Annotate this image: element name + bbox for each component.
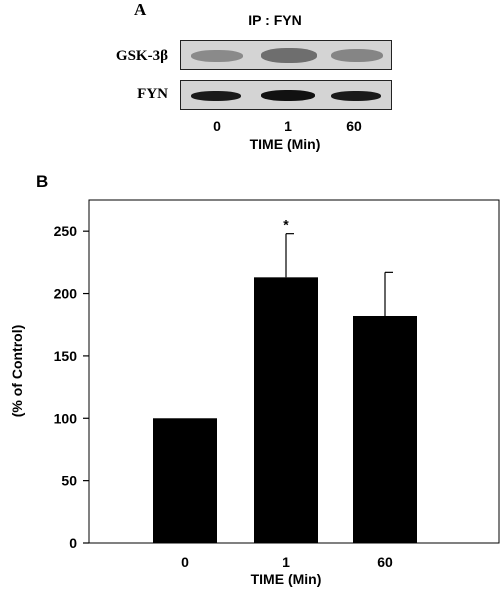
x-tick-label: 1: [282, 554, 290, 570]
y-axis: 0 50 100 150 200 250: [54, 223, 89, 551]
y-tick-label: 50: [61, 473, 77, 489]
blot-band: [331, 91, 381, 101]
y-tick-label: 0: [69, 535, 77, 551]
panel-a-xlabel: TIME (Min): [249, 136, 321, 152]
x-tick-label: 0: [181, 554, 189, 570]
panel-b-letter: B: [36, 172, 49, 191]
blot-band: [331, 49, 383, 62]
y-tick-label: 150: [54, 348, 78, 364]
lane-label-0: 0: [213, 118, 221, 134]
x-axis: 0 1 60: [181, 554, 393, 570]
y-axis-label: (% of Control): [9, 325, 25, 418]
y-tick-label: 250: [54, 223, 78, 239]
blot-label-fyn: FYN: [137, 86, 168, 102]
ip-label: IP : FYN: [248, 12, 302, 28]
y-tick-label: 200: [54, 286, 78, 302]
blot-band: [261, 90, 315, 101]
significance-marker: *: [283, 217, 289, 233]
bars-group: *: [153, 217, 417, 543]
blot-strip-gsk3b: [180, 40, 392, 70]
y-tick-label: 100: [54, 410, 78, 426]
lane-label-1: 1: [284, 118, 292, 134]
bar: [353, 315, 417, 543]
blot-band: [191, 91, 241, 101]
bar: [254, 277, 318, 543]
blot-label-gsk3b: GSK-3β: [115, 48, 168, 64]
blot-strip-fyn: [180, 80, 392, 110]
blot-band: [261, 48, 317, 63]
x-axis-label: TIME (Min): [251, 571, 322, 587]
blot-band: [191, 50, 243, 62]
bar: [153, 418, 217, 543]
panel-a-letter: A: [134, 0, 147, 19]
x-tick-label: 60: [377, 554, 393, 570]
lane-label-60: 60: [346, 118, 362, 134]
